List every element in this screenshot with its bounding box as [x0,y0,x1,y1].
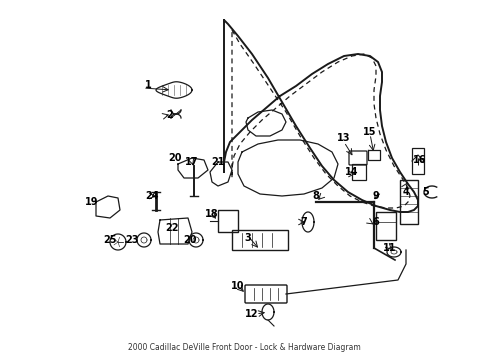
Text: 2: 2 [166,110,173,120]
Text: 6: 6 [372,217,379,227]
Text: 8: 8 [312,191,319,201]
Text: 13: 13 [337,133,350,143]
Text: 19: 19 [85,197,99,207]
Text: 4: 4 [402,187,408,197]
Text: 25: 25 [103,235,117,245]
Text: 9: 9 [372,191,379,201]
Bar [351,164,365,180]
Text: 20: 20 [168,153,182,163]
Text: 22: 22 [165,223,179,233]
Text: 2000 Cadillac DeVille Front Door - Lock & Hardware Diagram: 2000 Cadillac DeVille Front Door - Lock … [128,343,360,352]
Text: 16: 16 [412,155,426,165]
Bar [231,230,287,250]
Text: 14: 14 [345,167,358,177]
Text: 11: 11 [383,243,396,253]
Bar [375,212,395,240]
Text: 1: 1 [144,80,151,90]
Text: 12: 12 [245,309,258,319]
Text: 18: 18 [205,209,218,219]
Text: 5: 5 [422,187,428,197]
Bar [218,210,238,232]
Text: 15: 15 [363,127,376,137]
Bar [399,180,417,224]
Text: 23: 23 [125,235,139,245]
Bar [411,148,423,174]
Text: 24: 24 [145,191,159,201]
Text: 21: 21 [211,157,224,167]
Text: 7: 7 [300,217,307,227]
Text: 3: 3 [244,233,251,243]
Text: 17: 17 [185,157,198,167]
Text: 10: 10 [231,281,244,291]
Text: 20: 20 [183,235,196,245]
